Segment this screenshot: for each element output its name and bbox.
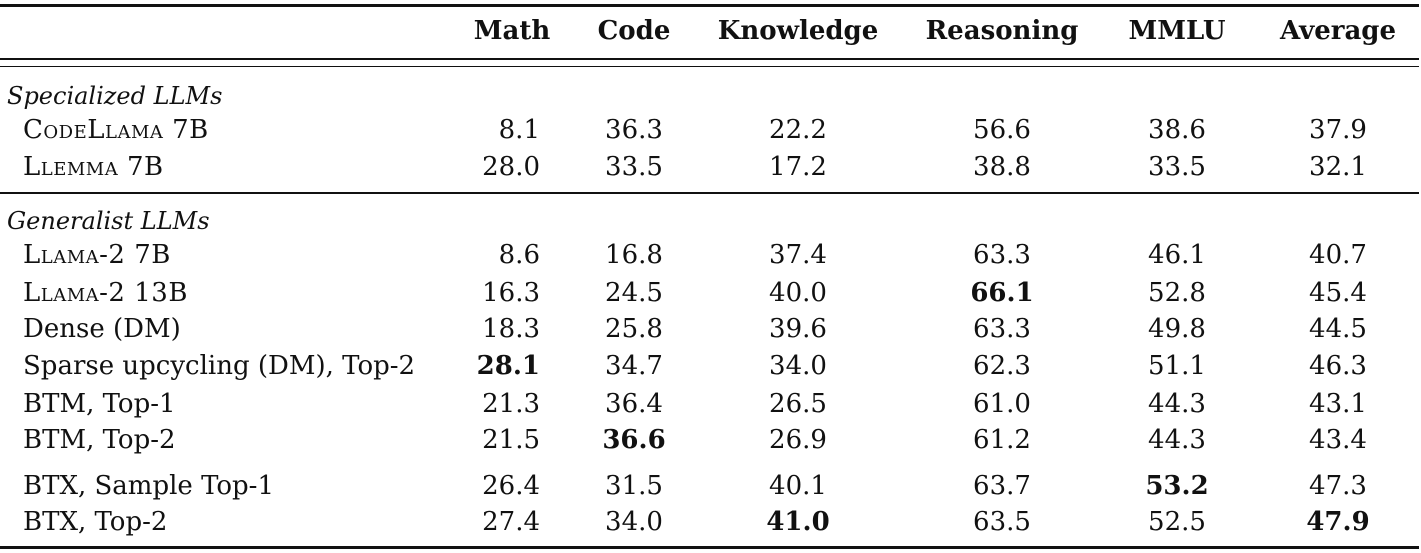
value-cell: 8.1	[498, 115, 540, 145]
value-cell: 40.1	[769, 471, 827, 501]
model-label: BTM, Top-2	[23, 425, 176, 455]
value-cell: 34.0	[769, 351, 827, 381]
value-cell: 39.6	[769, 314, 827, 344]
value-cell: 28.0	[482, 152, 540, 182]
value-cell-best: 66.1	[970, 278, 1034, 308]
value-cell: 63.5	[973, 507, 1031, 537]
value-cell: 47.3	[1309, 471, 1367, 501]
value-cell: 32.1	[1309, 152, 1367, 182]
value-cell: 46.1	[1148, 240, 1206, 270]
value-cell: 36.4	[605, 389, 663, 419]
value-cell: 40.0	[769, 278, 827, 308]
value-cell: 24.5	[605, 278, 663, 308]
column-header-knowledge: Knowledge	[717, 16, 879, 46]
value-cell: 34.0	[605, 507, 663, 537]
column-header-average: Average	[1279, 16, 1397, 46]
value-cell: 21.5	[482, 425, 540, 455]
group-title-generalist: Generalist LLMs	[7, 207, 210, 235]
model-label: Llemma 7B	[23, 152, 164, 182]
value-cell: 63.3	[973, 314, 1031, 344]
value-cell: 17.2	[769, 152, 827, 182]
value-cell: 36.3	[605, 115, 663, 145]
value-cell: 52.8	[1148, 278, 1206, 308]
value-cell: 8.6	[498, 240, 540, 270]
model-label: BTX, Top-2	[23, 507, 168, 537]
value-cell: 44.3	[1148, 389, 1206, 419]
model-label: Llama-2 13B	[23, 278, 188, 308]
value-cell: 52.5	[1148, 507, 1206, 537]
value-cell: 31.5	[605, 471, 663, 501]
value-cell: 43.1	[1309, 389, 1367, 419]
value-cell: 61.0	[973, 389, 1031, 419]
value-cell: 33.5	[1148, 152, 1206, 182]
column-header-math: Math	[473, 16, 551, 46]
value-cell: 49.8	[1148, 314, 1206, 344]
header-rule-secondary	[0, 66, 1419, 67]
value-cell-best: 28.1	[476, 351, 540, 381]
model-label: Dense (DM)	[23, 314, 181, 344]
value-cell-best: 53.2	[1145, 471, 1209, 501]
value-cell-best: 36.6	[602, 425, 666, 455]
value-cell: 37.9	[1309, 115, 1367, 145]
value-cell: 45.4	[1309, 278, 1367, 308]
value-cell: 27.4	[482, 507, 540, 537]
value-cell: 56.6	[973, 115, 1031, 145]
value-cell: 16.3	[482, 278, 540, 308]
bottom-rule	[0, 546, 1419, 549]
value-cell: 51.1	[1148, 351, 1206, 381]
value-cell: 44.5	[1309, 314, 1367, 344]
value-cell: 63.7	[973, 471, 1031, 501]
column-header-reasoning: Reasoning	[925, 16, 1079, 46]
model-label: BTM, Top-1	[23, 389, 176, 419]
model-label: Sparse upcycling (DM), Top-2	[23, 351, 416, 381]
value-cell: 25.8	[605, 314, 663, 344]
value-cell: 26.5	[769, 389, 827, 419]
value-cell: 34.7	[605, 351, 663, 381]
header-rule	[0, 58, 1419, 60]
value-cell: 18.3	[482, 314, 540, 344]
value-cell: 40.7	[1309, 240, 1367, 270]
group-separator-rule	[0, 192, 1419, 194]
value-cell: 43.4	[1309, 425, 1367, 455]
value-cell: 26.4	[482, 471, 540, 501]
value-cell: 21.3	[482, 389, 540, 419]
value-cell: 26.9	[769, 425, 827, 455]
top-rule	[0, 4, 1419, 7]
value-cell: 22.2	[769, 115, 827, 145]
value-cell: 37.4	[769, 240, 827, 270]
value-cell: 38.6	[1148, 115, 1206, 145]
model-label: Llama-2 7B	[23, 240, 171, 270]
value-cell: 61.2	[973, 425, 1031, 455]
value-cell: 16.8	[605, 240, 663, 270]
model-label: CodeLlama 7B	[23, 115, 209, 145]
column-header-code: Code	[597, 16, 671, 46]
value-cell: 38.8	[973, 152, 1031, 182]
value-cell: 33.5	[605, 152, 663, 182]
model-label: BTX, Sample Top-1	[23, 471, 275, 501]
value-cell-best: 41.0	[766, 507, 830, 537]
value-cell: 63.3	[973, 240, 1031, 270]
value-cell: 46.3	[1309, 351, 1367, 381]
value-cell-best: 47.9	[1306, 507, 1370, 537]
column-header-mmlu: MMLU	[1128, 16, 1226, 46]
value-cell: 44.3	[1148, 425, 1206, 455]
value-cell: 62.3	[973, 351, 1031, 381]
group-title-specialized: Specialized LLMs	[7, 82, 223, 110]
